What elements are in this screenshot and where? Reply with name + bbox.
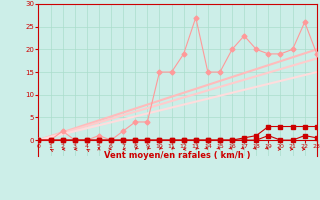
- X-axis label: Vent moyen/en rafales ( km/h ): Vent moyen/en rafales ( km/h ): [104, 151, 251, 160]
